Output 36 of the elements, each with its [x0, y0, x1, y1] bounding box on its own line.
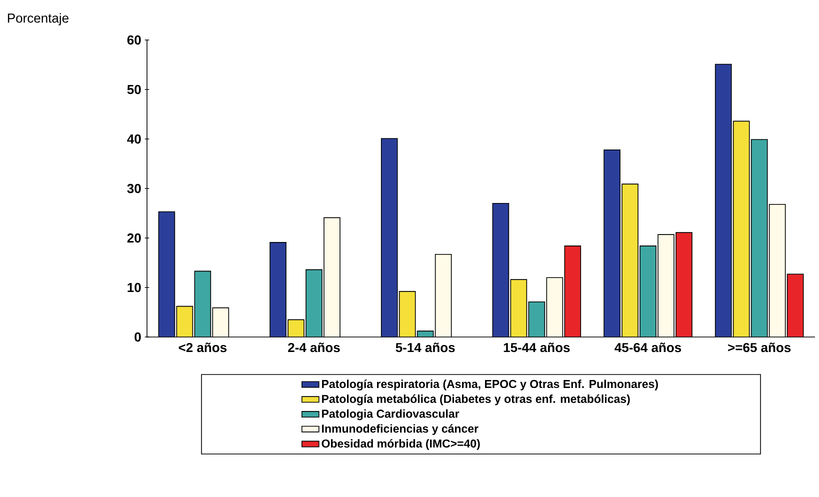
x-tick-label: >=65 años [728, 342, 791, 352]
bar [714, 64, 732, 338]
x-tick-label: 15-44 años [504, 342, 570, 352]
bar [270, 242, 286, 338]
y-tick-label: 40 [127, 134, 141, 144]
y-tick-label: 30 [127, 184, 141, 194]
y-tick-label: 20 [127, 233, 141, 243]
bar [176, 306, 193, 338]
bar [212, 308, 229, 338]
bar [435, 254, 452, 338]
legend-label: Patologia Cardiovascular [322, 409, 460, 420]
legend-label: Obesidad mórbida (IMC>=40) [322, 439, 480, 450]
x-tick-label: 2-4 años [288, 342, 340, 352]
x-tick-label: 45-64 años [614, 342, 682, 352]
legend-label: Inmunodeficiencias y cáncer [322, 424, 478, 435]
bar [604, 150, 620, 338]
bar [768, 204, 786, 338]
y-tick-label: 60 [127, 35, 141, 45]
bar [732, 120, 750, 338]
y-tick-label: 10 [128, 282, 141, 292]
bar [381, 138, 398, 338]
y-tick-label: 50 [127, 84, 141, 94]
bar [158, 212, 175, 338]
bar [324, 218, 340, 338]
bar [546, 278, 563, 338]
bar [622, 184, 638, 338]
y-axis-title: Porcentaje [8, 13, 68, 26]
legend-label: Patología metabólica (Diabetes y otras enf. metabólicas) [322, 394, 630, 406]
x-tick-label: 5-14 años [396, 342, 455, 352]
bar [510, 280, 527, 338]
x-tick-label: <2 años [178, 342, 227, 352]
bar [492, 203, 509, 338]
bar [658, 234, 674, 338]
y-tick-label: 0 [134, 332, 141, 342]
legend-label: Patología respiratoria (Asma, EPOC y Otras Enf. Pulmonares) [322, 380, 658, 390]
bar [399, 291, 416, 338]
